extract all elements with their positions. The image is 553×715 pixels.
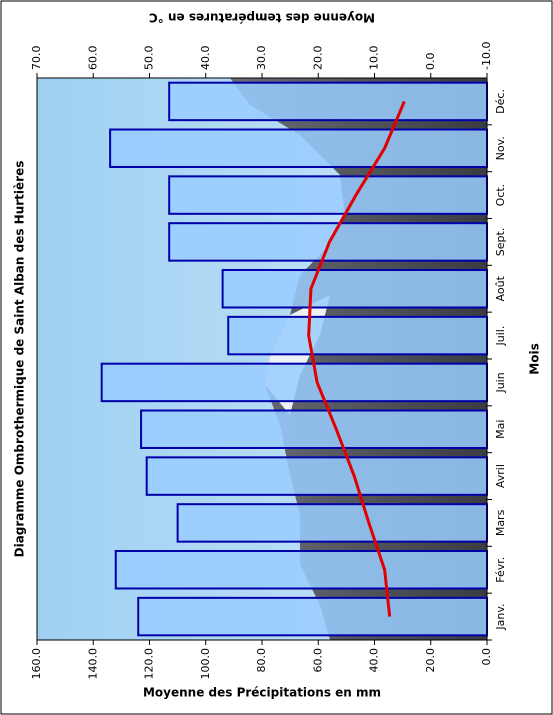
y-tick-label: 100.0 [199, 648, 212, 680]
bar [109, 128, 488, 168]
x-tick-label: Juin [494, 372, 507, 393]
y2-tick-label: 30.0 [255, 46, 268, 71]
x-tick-label: Avril [494, 464, 507, 488]
bar [168, 81, 488, 122]
x-tick-label: Juil. [494, 326, 507, 347]
y2-tick-label: 60.0 [86, 46, 99, 71]
y-tick-label: 0.0 [480, 648, 493, 666]
chart-title: Diagramme Ombrothermique de Saint Alban … [13, 161, 27, 558]
bar [221, 269, 488, 309]
bar [114, 550, 488, 590]
y2-tick-label: 70.0 [30, 46, 43, 71]
chart-body: Diagramme Ombrothermique de Saint Alban … [13, 11, 542, 700]
y-axis-title: Moyenne des Précipitations en mm [143, 686, 381, 700]
bar [140, 409, 488, 449]
x-axis-title: Mois [528, 343, 542, 374]
x-tick-label: Mars [494, 509, 507, 536]
y-tick-label: 160.0 [30, 648, 43, 680]
x-tick-label: Nov. [494, 136, 507, 160]
bar [100, 362, 488, 403]
bar [137, 596, 488, 637]
x-tick-label: Déc. [494, 89, 507, 114]
mountain [230, 78, 487, 640]
y-tick-label: 20.0 [424, 648, 437, 673]
bar [168, 175, 488, 215]
bar [176, 503, 488, 543]
y-tick-label: 40.0 [368, 648, 381, 673]
y-tick-label: 120.0 [143, 648, 156, 680]
y2-tick-label: -10.0 [480, 42, 493, 70]
bar [145, 456, 488, 496]
y-tick-label: 80.0 [255, 648, 268, 673]
y2-tick-label: 10.0 [368, 46, 381, 71]
x-tick-label: Sept. [494, 228, 507, 257]
x-tick-label: Mai [494, 420, 507, 439]
y-tick-label: 140.0 [86, 648, 99, 680]
y-tick-label: 60.0 [311, 648, 324, 673]
temperature-line [307, 100, 406, 617]
x-tick-label: Févr. [494, 557, 507, 583]
y2-tick-label: 20.0 [311, 46, 324, 71]
y2-tick-label: 50.0 [143, 46, 156, 71]
x-tick-label: Oct. [494, 184, 507, 207]
bar [227, 315, 488, 356]
x-tick-label: Janv. [494, 604, 507, 631]
y2-tick-label: 40.0 [199, 46, 212, 71]
x-tick-label: Août [494, 275, 507, 301]
plot-border [36, 77, 488, 641]
y2-axis-title: Moyenne des températures en °C [149, 11, 375, 25]
y2-tick-label: 0.0 [424, 53, 437, 71]
